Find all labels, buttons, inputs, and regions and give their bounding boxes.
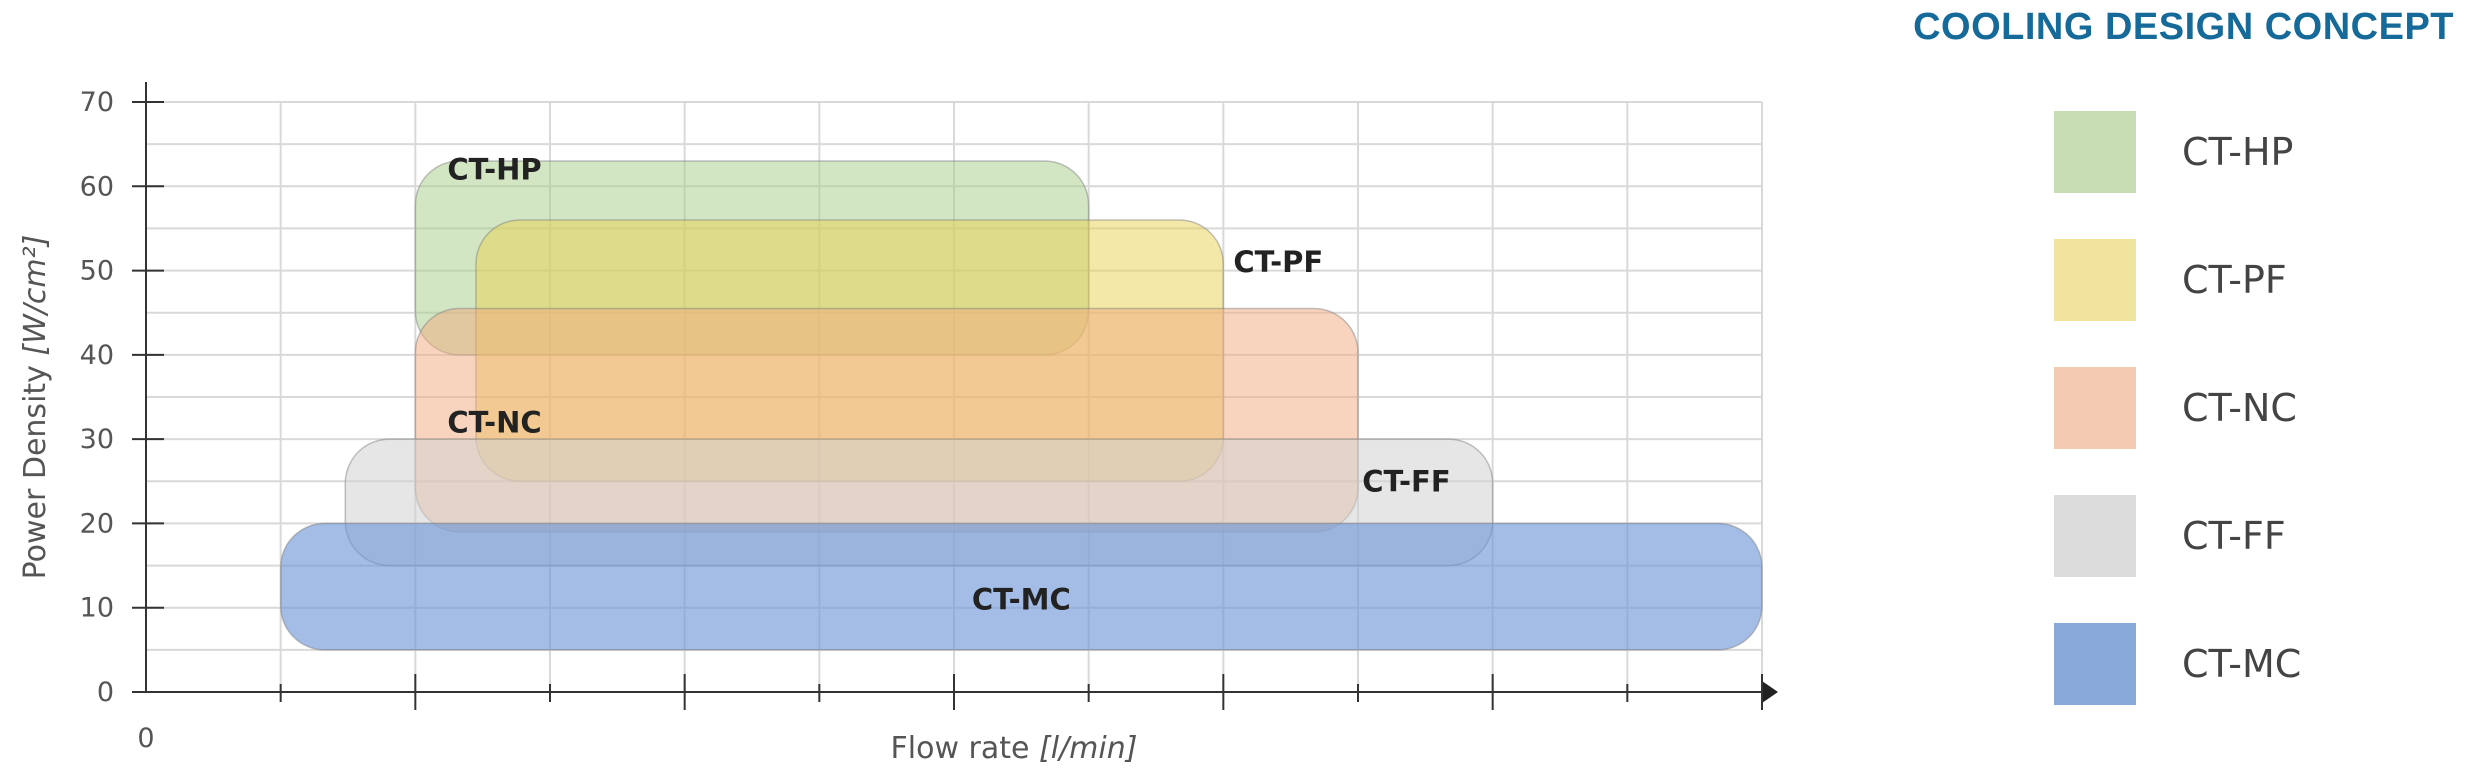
region-label-ct-pf: CT-PF xyxy=(1233,245,1323,279)
y-tick-label: 60 xyxy=(80,171,114,202)
legend: CT-HP CT-PF CT-NC CT-FF CT-MC xyxy=(2054,111,2434,751)
y-tick-label: 50 xyxy=(80,256,114,287)
x-axis-title: Flow rate [l/min] xyxy=(891,731,1138,766)
legend-swatch-ct-pf xyxy=(2054,239,2136,321)
region-label-ct-hp: CT-HP xyxy=(447,152,541,186)
legend-label-ct-ff: CT-FF xyxy=(2182,514,2286,558)
legend-item-ct-pf: CT-PF xyxy=(2054,239,2434,321)
y-tick-label: 70 xyxy=(80,87,114,118)
region-label-ct-mc: CT-MC xyxy=(972,582,1071,616)
legend-item-ct-mc: CT-MC xyxy=(2054,623,2434,705)
legend-item-ct-hp: CT-HP xyxy=(2054,111,2434,193)
legend-label-ct-hp: CT-HP xyxy=(2182,130,2294,174)
chart-canvas: CT-HP CT-PF CT-NC CT-FF CT-MC 0 10 20 30 40 50 60 70… xyxy=(18,82,1778,766)
y-tick-label: 40 xyxy=(80,340,114,371)
legend-swatch-ct-nc xyxy=(2054,367,2136,449)
y-tick-label: 10 xyxy=(80,593,114,624)
y-tick-label: 20 xyxy=(80,508,114,539)
legend-label-ct-mc: CT-MC xyxy=(2182,642,2302,686)
legend-label-ct-pf: CT-PF xyxy=(2182,258,2287,302)
legend-item-ct-ff: CT-FF xyxy=(2054,495,2434,577)
chart-axes xyxy=(132,82,1778,710)
legend-swatch-ct-ff xyxy=(2054,495,2136,577)
y-axis-title: Power Density [W/cm²] xyxy=(18,235,53,580)
region-ct-mc xyxy=(279,522,1763,651)
region-label-ct-ff: CT-FF xyxy=(1362,464,1450,498)
y-tick-label: 0 xyxy=(97,677,114,708)
legend-label-ct-nc: CT-NC xyxy=(2182,386,2297,430)
y-tick-label: 30 xyxy=(80,424,114,455)
chart-labels: CT-HP CT-PF CT-NC CT-FF CT-MC 0 10 20 30 40 50 60 70… xyxy=(18,87,1451,766)
chart-regions xyxy=(279,160,1763,651)
x-origin-label: 0 xyxy=(137,723,154,754)
legend-swatch-ct-hp xyxy=(2054,111,2136,193)
legend-swatch-ct-mc xyxy=(2054,623,2136,705)
legend-item-ct-nc: CT-NC xyxy=(2054,367,2434,449)
x-axis-arrow xyxy=(1762,681,1778,703)
legend-title: COOLING DESIGN CONCEPT xyxy=(1913,6,2454,48)
region-label-ct-nc: CT-NC xyxy=(447,405,541,439)
